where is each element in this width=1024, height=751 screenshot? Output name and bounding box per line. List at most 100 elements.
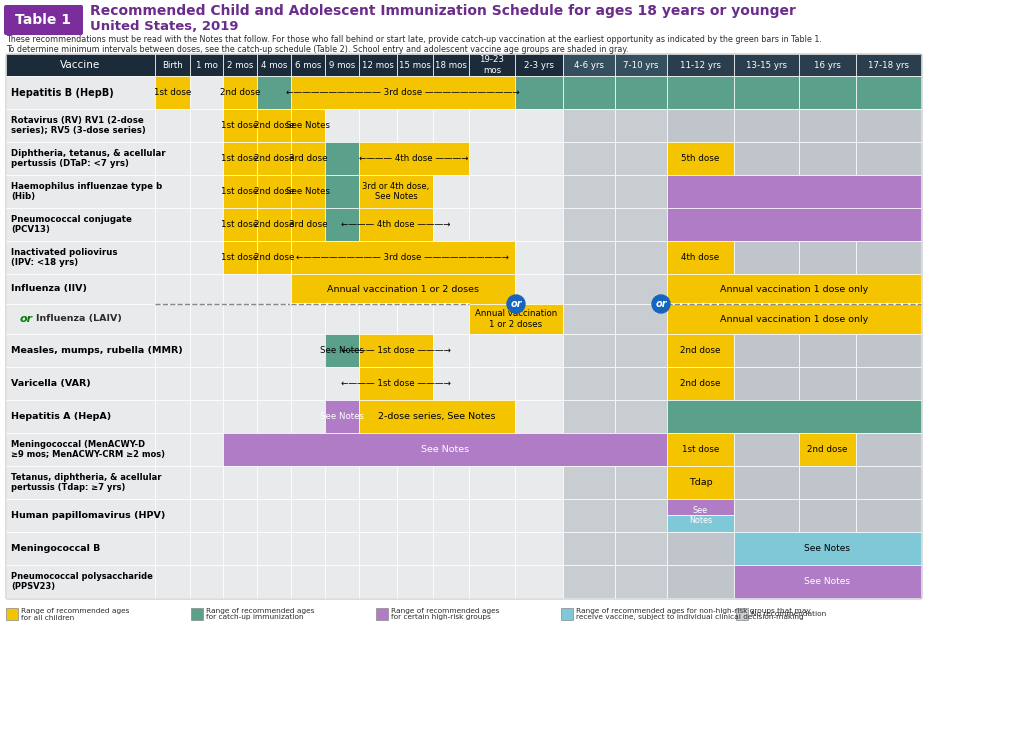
Bar (257, 334, 291, 366)
Bar (668, 400, 921, 433)
Bar (734, 77, 799, 109)
Text: 1st dose: 1st dose (221, 253, 259, 262)
Bar (6, 77, 155, 109)
Bar (223, 110, 257, 142)
Text: Influenza (IIV): Influenza (IIV) (11, 285, 87, 294)
Text: 4th dose: 4th dose (681, 253, 720, 262)
Text: See Notes: See Notes (805, 544, 851, 553)
Text: or: or (20, 314, 33, 324)
Bar (668, 367, 734, 400)
Bar (734, 241, 799, 273)
Text: 4 mos: 4 mos (261, 61, 287, 70)
Bar (326, 54, 358, 76)
Bar (856, 77, 921, 109)
Bar (291, 77, 515, 109)
Bar (359, 566, 396, 598)
Bar (291, 110, 325, 142)
Bar (156, 304, 189, 333)
Bar (359, 304, 396, 333)
Bar (615, 208, 667, 241)
Bar (291, 499, 325, 532)
Bar (257, 110, 291, 142)
Bar (223, 334, 257, 366)
Text: Vaccine: Vaccine (60, 60, 100, 70)
Bar (433, 566, 469, 598)
Bar (190, 566, 222, 598)
Bar (615, 175, 667, 208)
Bar (359, 208, 433, 241)
Bar (257, 466, 291, 499)
Bar (257, 142, 291, 175)
Bar (6, 142, 155, 175)
Bar (291, 304, 325, 333)
Bar (433, 466, 469, 499)
Bar (856, 142, 921, 175)
Bar (6, 566, 155, 598)
Bar (515, 499, 563, 532)
Bar (397, 304, 433, 333)
Text: ←——— 1st dose ———→: ←——— 1st dose ———→ (341, 379, 451, 388)
Bar (433, 532, 469, 565)
Bar (190, 466, 222, 499)
Text: 9 mos: 9 mos (329, 61, 355, 70)
Bar (615, 466, 667, 499)
Bar (800, 433, 856, 466)
Text: 2nd dose: 2nd dose (680, 346, 721, 355)
Text: 5th dose: 5th dose (681, 154, 720, 163)
Text: 2nd dose: 2nd dose (254, 220, 294, 229)
Bar (515, 334, 563, 366)
Bar (469, 304, 563, 333)
Bar (668, 433, 734, 466)
Bar (734, 334, 799, 366)
Bar (6, 499, 155, 532)
Bar (223, 175, 257, 208)
Bar (156, 175, 189, 208)
Bar (800, 54, 856, 76)
Bar (469, 54, 515, 76)
Text: 1st dose: 1st dose (682, 445, 719, 454)
Bar (257, 400, 291, 433)
Bar (469, 566, 515, 598)
Bar (326, 400, 358, 433)
Bar (190, 175, 222, 208)
Bar (257, 241, 291, 273)
Bar (563, 304, 614, 333)
Bar (615, 566, 667, 598)
Text: Table 1: Table 1 (15, 13, 71, 27)
Bar (291, 241, 515, 273)
Bar (156, 77, 189, 109)
Text: Tdap: Tdap (689, 478, 713, 487)
Text: ←————————— 3rd dose —————————→: ←————————— 3rd dose —————————→ (297, 253, 510, 262)
Bar (668, 54, 734, 76)
Bar (800, 499, 856, 532)
Bar (469, 499, 515, 532)
Bar (156, 208, 189, 241)
Text: Haemophilus influenzae type b
(Hib): Haemophilus influenzae type b (Hib) (11, 182, 162, 201)
Bar (668, 334, 734, 366)
Bar (190, 304, 222, 333)
Bar (668, 532, 734, 565)
Bar (223, 532, 257, 565)
Bar (668, 175, 921, 208)
Text: See Notes: See Notes (805, 577, 851, 586)
Text: 1st dose: 1st dose (154, 88, 191, 97)
Bar (291, 208, 325, 241)
Bar (326, 566, 358, 598)
Bar (469, 175, 515, 208)
Bar (257, 499, 291, 532)
Text: Range of recommended ages for non-high-risk groups that may
receive vaccine, sub: Range of recommended ages for non-high-r… (575, 608, 811, 620)
Bar (856, 499, 921, 532)
Bar (734, 142, 799, 175)
Bar (156, 241, 189, 273)
Bar (156, 334, 189, 366)
Bar (257, 175, 291, 208)
Bar (359, 466, 396, 499)
Text: 1st dose: 1st dose (221, 121, 259, 130)
Bar (6, 334, 155, 366)
Text: See Notes: See Notes (286, 187, 330, 196)
Text: 19-23
mos: 19-23 mos (479, 56, 505, 74)
Bar (734, 532, 921, 565)
Bar (156, 367, 189, 400)
Text: See Notes: See Notes (421, 445, 469, 454)
Bar (668, 515, 734, 532)
